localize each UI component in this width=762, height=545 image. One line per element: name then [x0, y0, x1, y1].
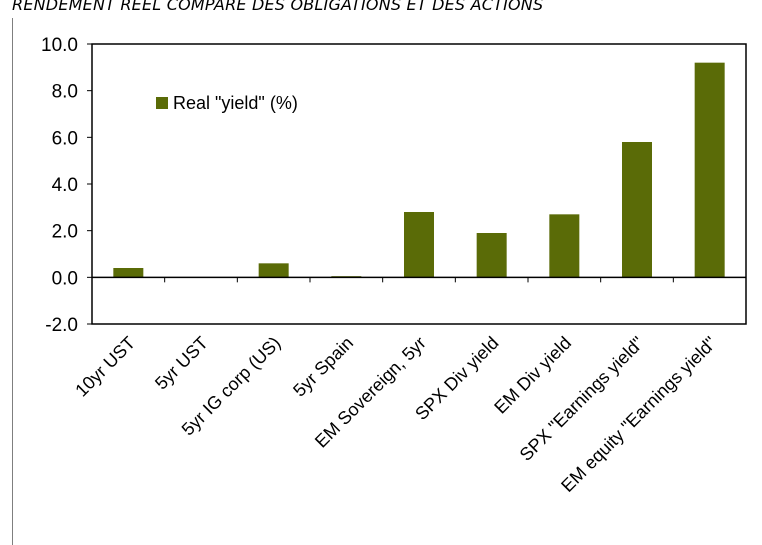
legend-swatch — [156, 97, 168, 109]
bar — [549, 214, 580, 278]
x-tick-label: EM equity "Earnings yield" — [557, 333, 720, 496]
bar — [622, 142, 652, 278]
x-tick-label: 5yr UST — [151, 333, 212, 394]
x-tick-label: SPX "Earnings yield" — [516, 333, 648, 465]
y-tick-label: 2.0 — [52, 222, 78, 243]
x-tick-label: 10yr UST — [71, 333, 139, 401]
bar-series — [113, 62, 725, 278]
axes — [91, 43, 747, 325]
y-tick-label: 0.0 — [52, 268, 78, 289]
page-title: RENDEMENT RÉEL COMPARÉ DES OBLIGATIONS E… — [12, 0, 544, 14]
y-tick-label: 4.0 — [52, 175, 78, 196]
y-axis: 10.0 8.0 6.0 4.0 2.0 0.0 -2.0 — [41, 35, 92, 336]
x-tick-label: 5yr Spain — [289, 333, 357, 401]
y-tick-label: -2.0 — [45, 315, 78, 336]
y-tick-label: 6.0 — [52, 128, 78, 149]
bar — [404, 212, 434, 278]
bar — [113, 268, 144, 278]
legend: Real "yield" (%) — [156, 93, 298, 113]
bar — [694, 62, 725, 278]
y-tick-label: 10.0 — [41, 35, 78, 56]
plot-frame — [91, 43, 747, 325]
legend-label: Real "yield" (%) — [173, 93, 298, 113]
bar — [476, 233, 507, 278]
bar — [258, 263, 289, 278]
frame-border — [12, 18, 13, 545]
y-tick-label: 8.0 — [52, 82, 78, 103]
